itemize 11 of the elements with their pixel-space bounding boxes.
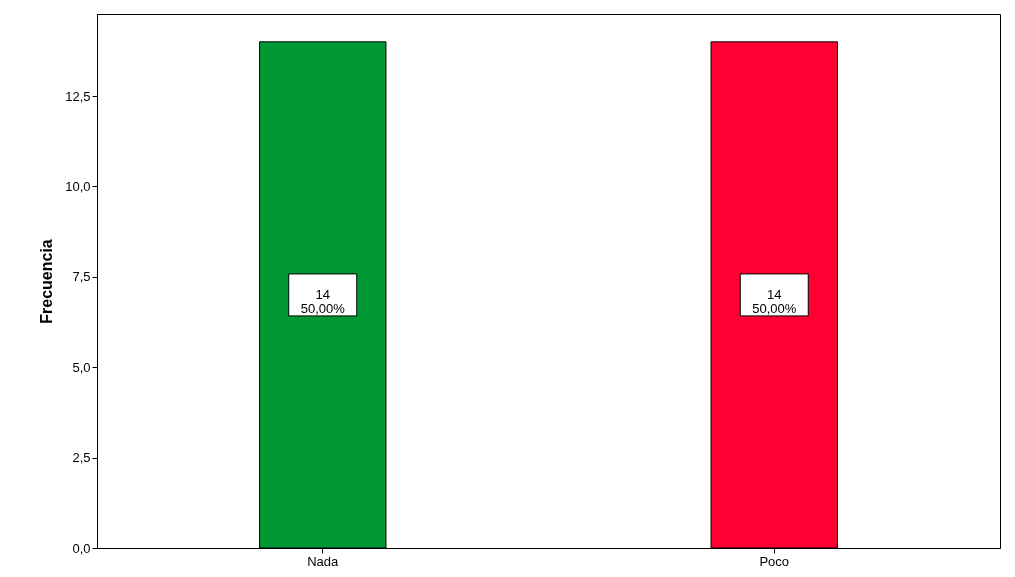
y-tick-label: 12,5	[65, 88, 91, 104]
y-tick-label: 10,0	[65, 178, 91, 194]
x-tick-label: Poco	[759, 553, 790, 569]
y-axis-title: Frecuencia	[38, 239, 56, 324]
x-tick-label: Nada	[307, 553, 340, 569]
y-tick-label: 2,5	[72, 450, 91, 466]
data-label: 14 50,00%	[752, 286, 797, 316]
y-tick-label: 5,0	[72, 359, 91, 375]
y-tick-label: 7,5	[72, 269, 91, 285]
data-label: 14 50,00%	[300, 286, 346, 316]
y-tick-label: 0,0	[72, 540, 91, 556]
